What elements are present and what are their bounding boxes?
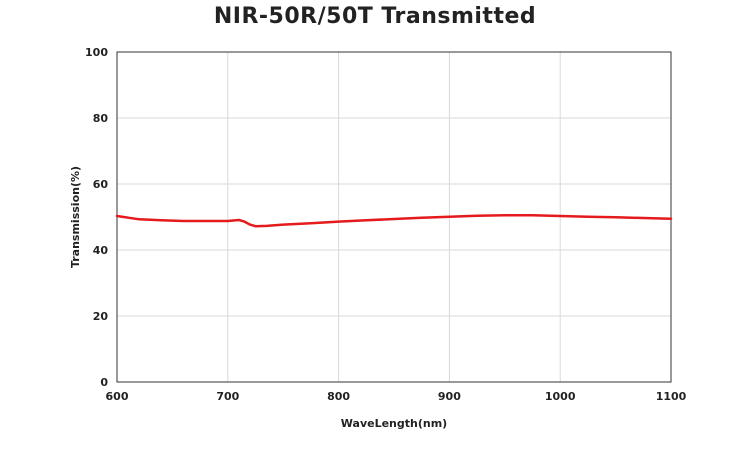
x-tick-label: 1000 xyxy=(545,390,576,403)
y-tick-label: 100 xyxy=(85,46,108,59)
x-tick-label: 1100 xyxy=(656,390,687,403)
x-tick-label: 600 xyxy=(106,390,129,403)
series-line xyxy=(115,214,673,228)
y-tick-label: 0 xyxy=(100,376,108,389)
x-axis-label: WaveLength(nm) xyxy=(341,417,447,430)
y-axis-ticks: 0 20 40 60 80 100 xyxy=(85,46,108,389)
x-tick-label: 900 xyxy=(438,390,461,403)
grid-lines xyxy=(117,52,671,382)
chart-title: NIR-50R/50T Transmitted xyxy=(213,4,537,29)
x-tick-label: 800 xyxy=(327,390,350,403)
y-tick-label: 40 xyxy=(93,244,109,257)
x-tick-label: 700 xyxy=(216,390,239,403)
y-tick-label: 80 xyxy=(93,112,109,125)
y-tick-label: 60 xyxy=(93,178,109,191)
x-axis-ticks: 600 700 800 900 1000 1100 xyxy=(106,390,687,403)
y-axis-label: Transmission(%) xyxy=(69,166,82,268)
y-tick-label: 20 xyxy=(93,310,109,323)
series-group xyxy=(115,214,673,228)
